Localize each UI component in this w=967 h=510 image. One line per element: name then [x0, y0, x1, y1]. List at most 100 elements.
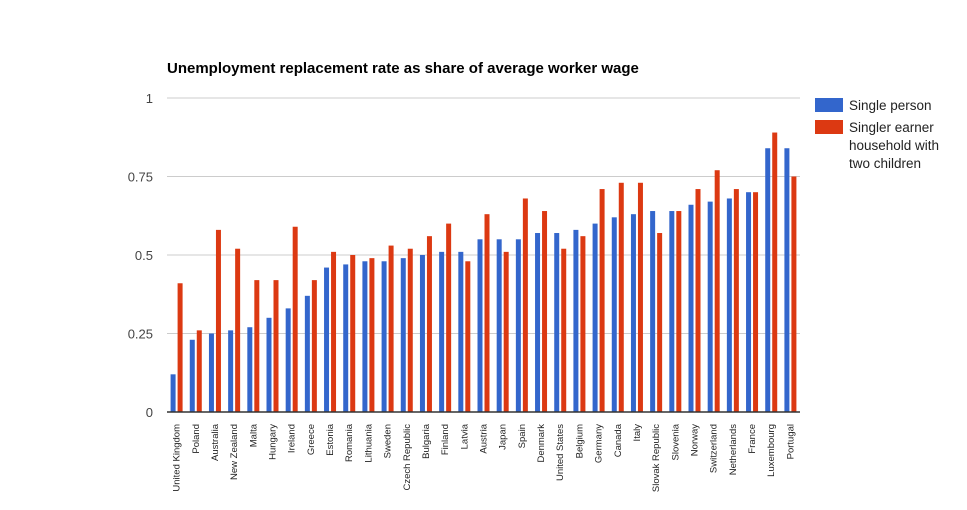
x-tick-label: Czech Republic — [402, 424, 413, 491]
bar-single-earner-two-children — [215, 229, 221, 412]
bar-single-person — [343, 264, 349, 412]
x-tick-label: Greece — [306, 424, 317, 455]
legend-label: Single person — [849, 98, 932, 113]
x-tick-label: Luxembourg — [766, 424, 777, 477]
x-tick-label: Portugal — [785, 424, 796, 459]
legend-label: household with — [849, 138, 939, 153]
x-tick-label: Slovenia — [670, 423, 681, 460]
chart-title: Unemployment replacement rate as share o… — [167, 60, 639, 77]
bar-single-earner-two-children — [695, 189, 701, 412]
bar-single-earner-two-children — [522, 198, 528, 412]
y-axis-ticks: 0 0.25 0.5 0.75 1 — [128, 91, 153, 420]
bar-single-earner-two-children — [426, 236, 432, 412]
x-tick-label: Switzerland — [709, 424, 720, 473]
bar-single-person — [611, 217, 617, 412]
bar-single-earner-two-children — [350, 255, 356, 412]
bar-single-earner-two-children — [388, 245, 394, 412]
bar-single-earner-two-children — [657, 233, 663, 412]
bar-single-person — [726, 198, 732, 412]
bar-single-earner-two-children — [599, 189, 605, 412]
bar-single-person — [228, 330, 234, 412]
bar-single-person — [324, 267, 330, 412]
bar-single-earner-two-children — [637, 182, 643, 412]
x-tick-label: Denmark — [536, 424, 547, 463]
bar-single-earner-two-children — [580, 236, 586, 412]
bar-single-earner-two-children — [561, 248, 567, 412]
bar-single-person — [400, 258, 406, 412]
bar-single-earner-two-children — [484, 214, 490, 412]
gridlines — [167, 97, 800, 334]
bar-single-person — [304, 295, 310, 412]
bar-single-person — [630, 214, 636, 412]
bar-single-person — [573, 229, 579, 412]
x-tick-label: Romania — [344, 423, 355, 462]
y-tick-label: 0.25 — [128, 327, 153, 342]
x-tick-label: Slovak Republic — [651, 424, 662, 492]
bar-single-earner-two-children — [503, 251, 509, 412]
bar-single-person — [554, 233, 560, 412]
bar-single-person — [746, 192, 752, 412]
x-tick-label: Latvia — [459, 423, 470, 449]
x-tick-label: Germany — [594, 424, 605, 463]
bar-single-earner-two-children — [369, 258, 375, 412]
bar-single-person — [535, 233, 541, 412]
bar-single-person — [650, 211, 656, 412]
bar-single-earner-two-children — [407, 248, 413, 412]
bar-single-person — [707, 201, 713, 412]
bar-single-person — [189, 339, 195, 412]
bar-single-earner-two-children — [772, 132, 778, 413]
bar-single-person — [765, 148, 771, 413]
legend-item: Single person — [815, 98, 932, 113]
x-tick-label: Canada — [613, 423, 624, 457]
x-tick-label: Lithuania — [363, 423, 374, 462]
x-tick-label: Finland — [440, 424, 451, 455]
bar-single-person — [688, 204, 694, 412]
bar-single-earner-two-children — [331, 251, 337, 412]
bar-single-person — [285, 308, 291, 412]
x-tick-label: Sweden — [383, 424, 394, 458]
bar-single-earner-two-children — [676, 211, 682, 412]
bar-single-person — [266, 317, 272, 412]
bar-single-earner-two-children — [311, 280, 317, 412]
x-tick-label: Spain — [517, 424, 528, 448]
x-tick-label: New Zealand — [229, 424, 240, 480]
x-tick-label: Belgium — [574, 424, 585, 458]
legend-swatch — [815, 98, 843, 112]
bar-single-person — [477, 239, 483, 412]
legend: Single person Singler earner household wit… — [815, 98, 939, 171]
bar-single-earner-two-children — [465, 261, 471, 412]
y-tick-label: 1 — [146, 91, 153, 106]
x-tick-label: Italy — [632, 424, 643, 442]
bar-single-earner-two-children — [446, 223, 452, 412]
x-tick-label: Japan — [498, 424, 509, 450]
legend-item: Singler earner household with two children — [815, 120, 939, 171]
bar-single-earner-two-children — [273, 280, 279, 412]
x-tick-label: United Kingdom — [172, 424, 183, 492]
bar-single-person — [439, 251, 445, 412]
bar-single-person — [362, 261, 368, 412]
bar-single-earner-two-children — [235, 248, 241, 412]
x-tick-label: Hungary — [268, 424, 279, 460]
x-axis-ticks: United Kingdom Poland Australia New Zealand… — [172, 423, 797, 492]
bar-single-earner-two-children — [733, 189, 739, 412]
x-tick-label: France — [747, 424, 758, 454]
x-tick-label: Australia — [210, 423, 221, 461]
bar-single-person — [669, 211, 675, 412]
x-tick-label: Austria — [479, 423, 490, 453]
x-tick-label: Poland — [191, 424, 202, 454]
bar-single-person — [784, 148, 790, 413]
x-tick-label: Bulgaria — [421, 423, 432, 459]
bar-single-earner-two-children — [791, 176, 797, 412]
legend-swatch — [815, 120, 843, 134]
y-tick-label: 0 — [146, 405, 153, 420]
y-tick-label: 0.75 — [128, 170, 153, 185]
bar-single-earner-two-children — [714, 170, 720, 412]
bar-single-person — [381, 261, 387, 412]
x-tick-label: Estonia — [325, 423, 336, 455]
x-tick-label: Netherlands — [728, 424, 739, 475]
bar-single-person — [247, 327, 253, 412]
x-tick-label: Norway — [690, 424, 701, 456]
bar-single-person — [515, 239, 521, 412]
bar-single-person — [496, 239, 502, 412]
